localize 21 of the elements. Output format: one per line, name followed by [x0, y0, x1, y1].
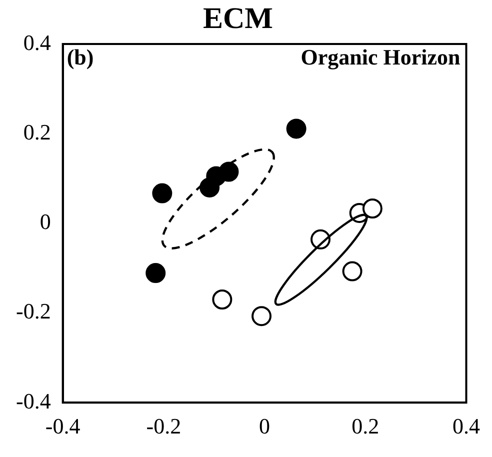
- point: [342, 261, 362, 282]
- x-tick-label: 0.2: [352, 414, 380, 439]
- point: [212, 290, 232, 310]
- point: [152, 183, 172, 204]
- x-tick-label: 0: [259, 414, 270, 439]
- y-tick-label: -0.4: [16, 388, 51, 414]
- chart-title: ECM: [203, 2, 273, 35]
- y-tick-label: 0.4: [23, 30, 51, 55]
- point: [146, 263, 166, 284]
- y-tick-label: -0.2: [16, 298, 51, 324]
- point: [362, 198, 382, 219]
- annotation: Organic Horizon: [300, 44, 460, 70]
- y-tick-label: 0: [40, 209, 51, 234]
- annotation: (b): [66, 44, 94, 70]
- x-tick-label: -0.2: [146, 414, 182, 439]
- point: [218, 162, 239, 182]
- x-tick-label: -0.4: [45, 414, 80, 439]
- x-tick-label: 0.4: [452, 414, 480, 439]
- point: [286, 118, 306, 139]
- y-tick-label: 0.2: [23, 119, 51, 144]
- point: [252, 306, 272, 326]
